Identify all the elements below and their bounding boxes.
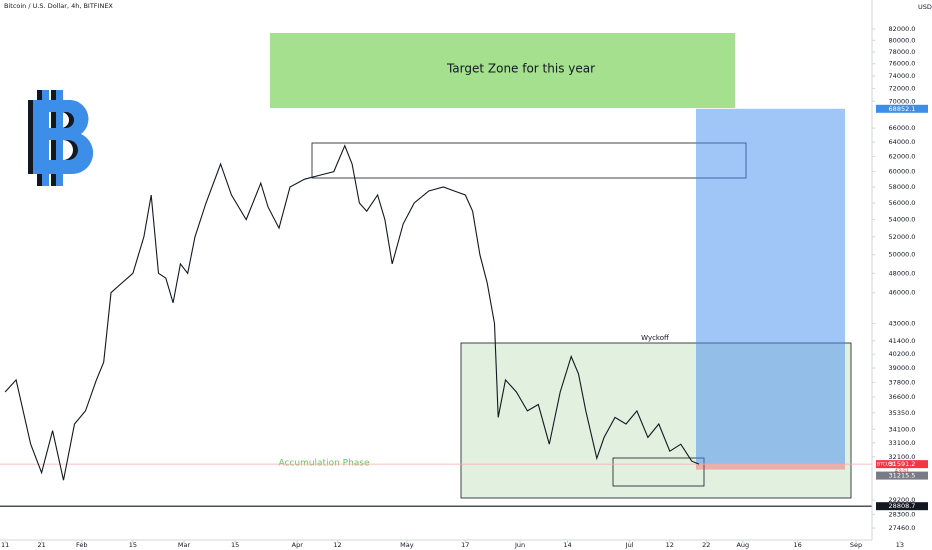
y-tick-label: 72000.0 [889,84,916,92]
y-tick-label: 58000.0 [889,183,916,191]
y-tick-label: 82000.0 [889,25,916,33]
y-tick-label: 28300.0 [889,510,916,518]
support-price-badge [876,502,928,511]
y-tick-label: 36600.0 [889,393,916,401]
bitcoin-logo [28,90,94,186]
target-zone-label: Target Zone for this year [446,62,595,76]
current-price-badge [876,460,928,469]
y-tick-label: 32100.0 [889,453,916,461]
y-tick-label: 74000.0 [889,72,916,80]
wyckoff-label: Wyckoff [641,334,669,342]
target-zone [270,33,735,108]
y-tick-label: 48000.0 [889,269,916,277]
chart-title: Bitcoin / U.S. Dollar, 4h, BITFINEX [4,2,113,10]
y-tick-label: 37800.0 [889,378,916,386]
x-tick-label: Apr [292,541,304,549]
y-tick-label: 52000.0 [889,233,916,241]
y-tick-label: 50000.0 [889,251,916,259]
y-tick-label: 66000.0 [889,124,916,132]
target-price-badge [876,104,928,113]
x-tick-label: Aug [736,541,749,549]
y-tick-label: 54000.0 [889,216,916,224]
x-tick-label: 21 [37,541,45,549]
current-price-label: 31591.2 [889,460,916,468]
x-tick-label: 15 [129,541,137,549]
x-tick-label: 11 [1,541,9,549]
y-tick-label: 60000.0 [889,168,916,176]
y-tick-label: 80000.0 [889,36,916,44]
y-tick-label: 35350.0 [889,409,916,417]
y-tick-label: 64000.0 [889,138,916,146]
y-tick-label: 27460.0 [889,524,916,532]
x-tick-label: 22 [702,541,710,549]
countdown-label: 43:51 [895,469,909,475]
x-tick-label: Feb [76,541,88,549]
resistance-box [311,142,747,179]
x-tick-label: 14 [563,541,571,549]
y-tick-label: 46000.0 [889,289,916,297]
x-tick-label: 16 [793,541,801,549]
price-line [4,144,700,481]
y-tick-label: 41400.0 [889,337,916,345]
target-price-label: 68852.1 [889,105,916,113]
x-tick-label: 17 [461,541,469,549]
x-tick-label: 12 [666,541,674,549]
x-tick-label: Mar [178,541,191,549]
y-tick-label: 29200.0 [889,496,916,504]
x-tick-label: 15 [231,541,239,549]
y-tick-label: 78000.0 [889,48,916,56]
target-zone-box [696,108,845,465]
symbol-label: BTCUSD [877,462,896,468]
y-tick-label: 33100.0 [889,439,916,447]
y-tick-label: 34100.0 [889,425,916,433]
price-axis [872,0,932,550]
support-price-label: 28808.7 [889,502,916,510]
range-box [612,457,705,487]
y-tick-label: 62000.0 [889,153,916,161]
x-tick-label: 12 [333,541,341,549]
y-tick-label: 56000.0 [889,199,916,207]
y-tick-label: 70000.0 [889,97,916,105]
accumulation-label: Accumulation Phase [278,459,370,469]
entry-price-badge [876,471,928,480]
x-tick-label: Sep [850,541,862,549]
y-tick-label: 43000.0 [889,320,916,328]
stop-zone-box [696,464,845,470]
y-tick-label: 39000.0 [889,364,916,372]
y-tick-label: 76000.0 [889,60,916,68]
x-tick-label: May [400,541,414,549]
currency-label: USD [918,3,932,11]
y-tick-label: 40200.0 [889,350,916,358]
x-tick-label: Jul [625,541,634,549]
entry-price-label: 31215.5 [889,472,916,480]
x-tick-label: Jun [514,541,525,549]
x-tick-label: 13 [896,541,904,549]
